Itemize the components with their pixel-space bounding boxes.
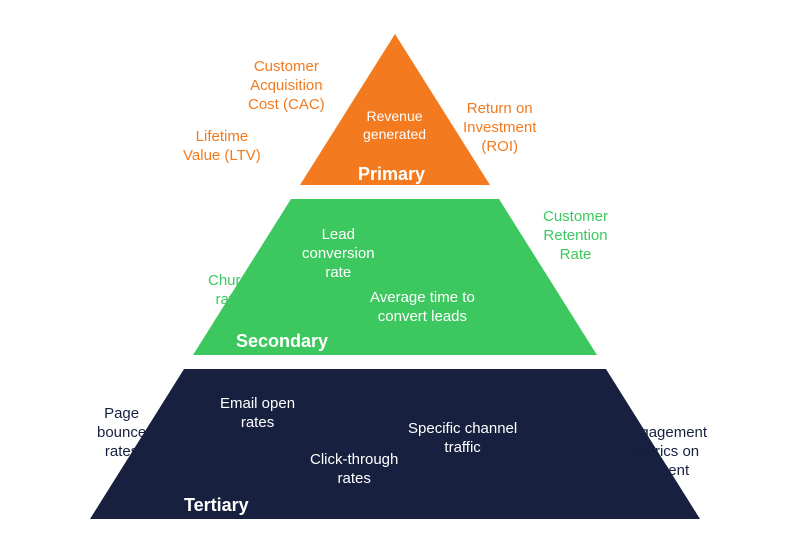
tier-tertiary-outside-label-1: Engagement metrics on content [622, 424, 707, 480]
tier-secondary-inside-label-1: Average time to convert leads [370, 289, 475, 327]
tier-tertiary-inside-label-1: Specific channel traffic [408, 420, 517, 458]
tier-primary-outside-label-2: Return on Investment (ROI) [463, 100, 536, 156]
tier-secondary-title: Secondary [236, 330, 328, 353]
tier-secondary-inside-label-0: Lead conversion rate [302, 226, 375, 282]
tier-primary-outside-label-0: Customer Acquisition Cost (CAC) [248, 58, 325, 114]
tier-secondary-outside-label-0: Churn rate [208, 272, 249, 310]
tier-primary-title: Primary [358, 163, 425, 186]
tier-tertiary-title: Tertiary [184, 494, 249, 517]
pyramid-tier-tertiary [90, 369, 700, 519]
tier-tertiary-inside-label-2: Click-through rates [310, 451, 398, 489]
tier-secondary-outside-label-1: Customer Retention Rate [543, 208, 608, 264]
tier-tertiary-outside-label-0: Page bounce rates [97, 405, 146, 461]
tier-primary-outside-label-1: Lifetime Value (LTV) [183, 128, 261, 166]
tier-primary-inside-label-0: Revenue generated [363, 108, 426, 143]
tier-tertiary-inside-label-0: Email open rates [220, 395, 295, 433]
